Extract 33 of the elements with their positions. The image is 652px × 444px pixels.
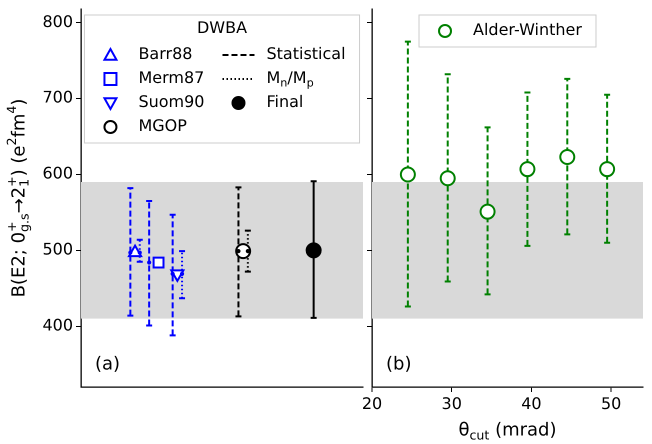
legend-title: DWBA xyxy=(196,18,248,38)
point xyxy=(440,170,456,186)
point xyxy=(400,166,416,182)
point xyxy=(152,256,164,268)
point xyxy=(599,161,616,178)
annotation: (a) xyxy=(95,354,120,375)
legend-label: MGOP xyxy=(138,116,188,136)
text: B(E2; 0+g.s→2+1) (e2fm4) xyxy=(4,98,32,298)
x-tick-label: 30 xyxy=(442,394,462,413)
legend-label: Alder-Winther xyxy=(473,20,582,40)
point xyxy=(480,204,496,220)
legend-label: Merm87 xyxy=(138,68,204,88)
point xyxy=(138,250,142,255)
y-tick-label: 400 xyxy=(42,315,73,334)
x-tick-label: 20 xyxy=(362,394,382,413)
legend-label: Suom90 xyxy=(138,92,204,112)
y-tick-label: 600 xyxy=(42,164,73,183)
point xyxy=(170,272,175,276)
y-tick-label: 500 xyxy=(42,240,73,259)
x-tick-label: 40 xyxy=(521,394,542,413)
annotation: (b) xyxy=(386,354,412,375)
point xyxy=(306,242,322,258)
legend-label: Barr88 xyxy=(138,44,192,64)
y-tick-label: 800 xyxy=(42,12,73,31)
y-tick-label: 700 xyxy=(42,88,73,107)
point xyxy=(519,161,536,178)
point xyxy=(180,272,184,276)
legend-label: Final xyxy=(266,92,304,112)
point xyxy=(559,149,576,166)
legend-label: Statistical xyxy=(266,44,346,64)
point xyxy=(128,250,132,255)
point xyxy=(147,260,152,265)
x-tick-label: 50 xyxy=(600,394,622,413)
